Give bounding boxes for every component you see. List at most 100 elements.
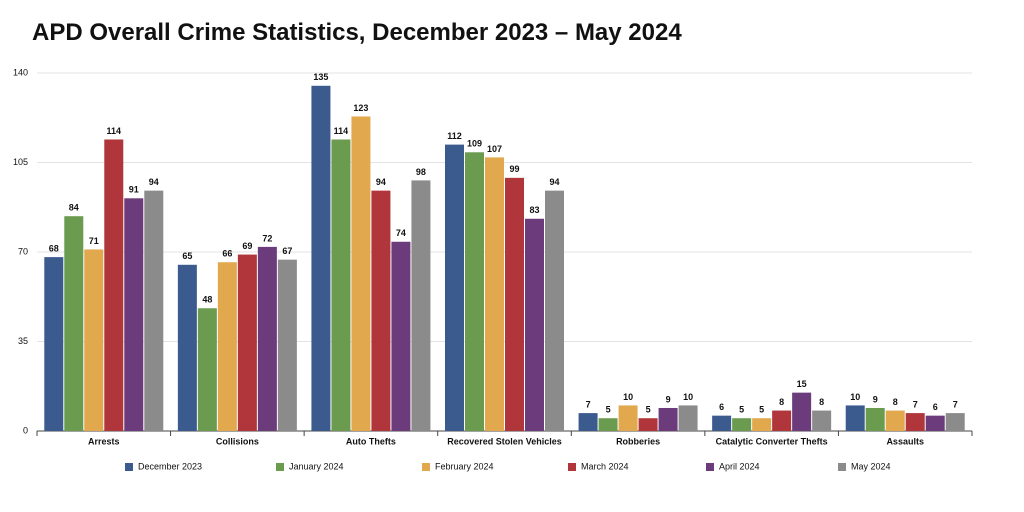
value-label: 10 — [683, 392, 693, 402]
value-label: 5 — [739, 405, 744, 415]
bar — [598, 418, 618, 431]
bar — [865, 407, 885, 431]
x-tick-label: Catalytic Converter Thefts — [716, 436, 828, 446]
bar — [197, 308, 217, 431]
bar — [792, 392, 812, 431]
bar — [217, 262, 237, 431]
bar — [104, 139, 124, 431]
value-label: 91 — [129, 185, 139, 195]
value-label: 99 — [509, 164, 519, 174]
chart-title: APD Overall Crime Statistics, December 2… — [32, 19, 682, 46]
value-label: 7 — [586, 399, 591, 409]
bar — [144, 190, 164, 431]
legend-swatch — [125, 463, 133, 471]
bar — [525, 218, 544, 431]
legend-swatch — [706, 463, 714, 471]
value-label: 83 — [529, 205, 539, 215]
value-label: 6 — [933, 402, 938, 412]
y-tick-label: 105 — [13, 157, 28, 167]
bar — [578, 413, 598, 431]
value-label: 8 — [819, 397, 824, 407]
value-label: 9 — [666, 394, 671, 404]
value-label: 7 — [913, 399, 918, 409]
bar — [905, 413, 925, 431]
bar — [812, 410, 832, 431]
value-label: 112 — [447, 131, 462, 141]
value-label: 10 — [623, 392, 633, 402]
legend-label: February 2024 — [435, 461, 494, 471]
bar — [445, 144, 464, 431]
value-label: 135 — [313, 72, 328, 82]
value-label: 10 — [850, 392, 860, 402]
legend-label: March 2024 — [581, 461, 629, 471]
bar — [712, 415, 732, 431]
bar — [331, 139, 351, 431]
bar — [752, 418, 772, 431]
bar — [885, 410, 905, 431]
bar — [925, 415, 945, 431]
value-label: 94 — [149, 177, 159, 187]
value-label: 67 — [282, 246, 292, 256]
x-tick-label: Assaults — [886, 436, 924, 446]
x-tick-label: Arrests — [88, 436, 120, 446]
value-label: 9 — [873, 394, 878, 404]
bar — [485, 157, 504, 431]
value-label: 66 — [222, 249, 232, 259]
bar — [84, 249, 104, 431]
bar — [618, 405, 638, 431]
value-label: 72 — [262, 233, 272, 243]
value-label: 15 — [797, 379, 807, 389]
bar — [465, 152, 484, 431]
bar — [732, 418, 752, 431]
value-label: 109 — [467, 139, 482, 149]
value-label: 94 — [549, 177, 559, 187]
value-label: 98 — [416, 167, 426, 177]
bar — [371, 190, 391, 431]
value-label: 5 — [759, 405, 764, 415]
value-label: 68 — [49, 243, 59, 253]
y-tick-label: 35 — [18, 336, 28, 346]
bar — [845, 405, 865, 431]
bar — [411, 180, 431, 431]
legend-swatch — [422, 463, 430, 471]
value-label: 8 — [893, 397, 898, 407]
legend-swatch — [838, 463, 846, 471]
bar — [545, 190, 564, 431]
value-label: 107 — [487, 144, 502, 154]
bar — [638, 418, 658, 431]
value-label: 48 — [202, 295, 212, 305]
bar — [277, 259, 297, 431]
value-label: 69 — [242, 241, 252, 251]
bar — [351, 116, 371, 431]
value-label: 6 — [719, 402, 724, 412]
bar — [945, 413, 965, 431]
legend-label: December 2023 — [138, 461, 202, 471]
legend-swatch — [276, 463, 284, 471]
x-tick-label: Recovered Stolen Vehicles — [447, 436, 562, 446]
y-tick-label: 70 — [18, 246, 28, 256]
value-label: 7 — [953, 399, 958, 409]
value-label: 123 — [353, 103, 368, 113]
x-tick-label: Collisions — [216, 436, 259, 446]
legend-label: April 2024 — [719, 461, 760, 471]
value-label: 84 — [69, 203, 79, 213]
bar — [124, 198, 144, 431]
y-tick-label: 0 — [23, 425, 28, 435]
bar — [658, 407, 678, 431]
value-label: 5 — [606, 405, 611, 415]
bar — [257, 246, 277, 431]
bar — [772, 410, 792, 431]
value-label: 71 — [89, 236, 99, 246]
bar — [678, 405, 698, 431]
bar — [44, 257, 64, 431]
legend-label: January 2024 — [289, 461, 344, 471]
value-label: 65 — [182, 251, 192, 261]
value-label: 74 — [396, 228, 406, 238]
bar — [64, 216, 84, 431]
x-tick-label: Robberies — [616, 436, 660, 446]
bar — [311, 85, 331, 432]
value-label: 94 — [376, 177, 386, 187]
bar — [505, 177, 524, 431]
value-label: 114 — [107, 126, 122, 136]
